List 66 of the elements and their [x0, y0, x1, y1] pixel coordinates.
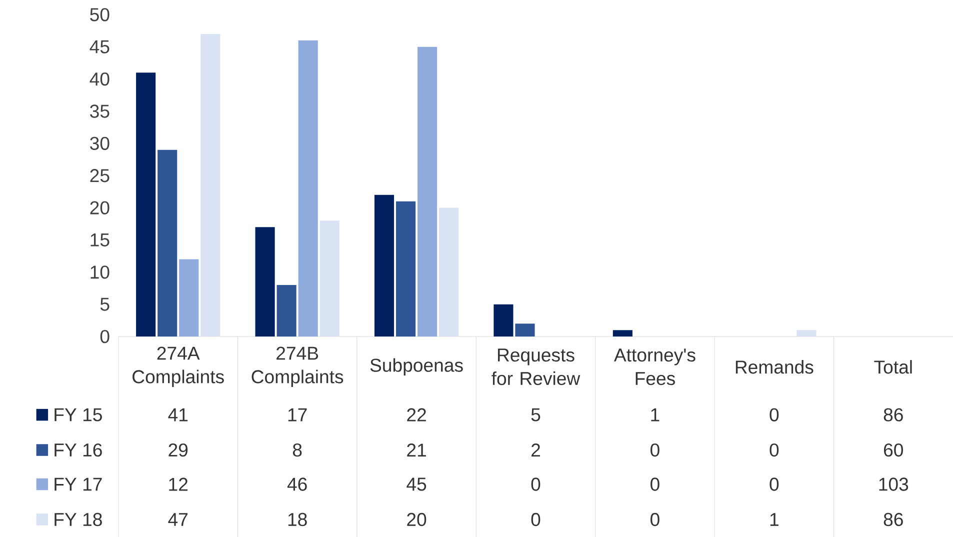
legend-label: FY 16: [54, 443, 102, 457]
bar: [396, 201, 416, 336]
bar: [494, 304, 514, 336]
data-label: 0: [650, 512, 660, 526]
data-label: 0: [531, 512, 540, 526]
x-tick-label: Subpoenas: [370, 358, 463, 376]
data-label: 5: [531, 408, 540, 422]
data-label: 8: [292, 443, 302, 457]
legend-label: FY 18: [54, 512, 102, 526]
x-tick-label: Remands: [736, 360, 814, 374]
data-label: 21: [407, 443, 426, 456]
y-tick-label: 25: [90, 168, 110, 182]
legend-label: FY 15: [54, 408, 102, 422]
data-label: 1: [651, 408, 660, 422]
text: 60: [884, 443, 903, 457]
bar: [796, 330, 816, 336]
bar: [255, 227, 275, 336]
data-label: 29: [168, 443, 188, 457]
data-label: 17: [288, 408, 307, 422]
y-tick-label: 35: [90, 104, 110, 118]
data-label: 18: [288, 512, 307, 526]
y-tick-label: 20: [90, 201, 110, 214]
y-tick-label: 50: [90, 8, 110, 22]
data-label: 20: [407, 512, 426, 526]
data-label: 22: [407, 408, 426, 422]
y-tick-label: 5: [100, 298, 110, 311]
data-label: 1: [770, 513, 778, 526]
bar: [158, 150, 178, 336]
data-label: 0: [650, 443, 660, 457]
y-tick-label: 40: [90, 72, 110, 86]
x-tick-label: Attorney's Fees: [614, 348, 696, 386]
data-label: 45: [406, 478, 426, 491]
y-tick-label: 0: [100, 330, 110, 344]
bar: [320, 220, 340, 336]
data-label: 41: [168, 408, 188, 422]
y-tick-label: 15: [90, 233, 110, 246]
text: 103: [879, 478, 908, 491]
text: 86: [884, 408, 903, 422]
data-label: 0: [770, 443, 779, 457]
bar: [515, 324, 535, 336]
legend-label: FY 17: [54, 478, 102, 491]
data-label: 12: [169, 478, 188, 491]
y-tick-label: 45: [90, 40, 110, 54]
x-tick-label: 274A Complaints: [132, 346, 224, 387]
bar: [439, 208, 459, 336]
bar: [200, 34, 220, 336]
bar: [179, 259, 199, 336]
y-tick-label: 30: [90, 136, 110, 150]
data-label: 46: [287, 478, 307, 491]
x-tick-label: Requests for Review: [492, 348, 580, 386]
data-label: 0: [531, 478, 540, 491]
data-label: 47: [168, 513, 188, 526]
bar: [298, 40, 318, 336]
x-tick-label: 274B Complaints: [252, 346, 344, 387]
bar: [612, 330, 632, 336]
text: 86: [884, 512, 903, 526]
y-tick-label: 10: [90, 266, 110, 279]
data-label: 0: [650, 478, 660, 491]
x-tick-label: Total: [874, 360, 912, 374]
data-label: 2: [532, 443, 540, 456]
bar: [136, 72, 156, 336]
bar: [374, 194, 394, 336]
bar: [418, 46, 438, 336]
bar: [276, 284, 296, 336]
data-label: 0: [770, 478, 779, 491]
data-label: 0: [770, 408, 779, 422]
